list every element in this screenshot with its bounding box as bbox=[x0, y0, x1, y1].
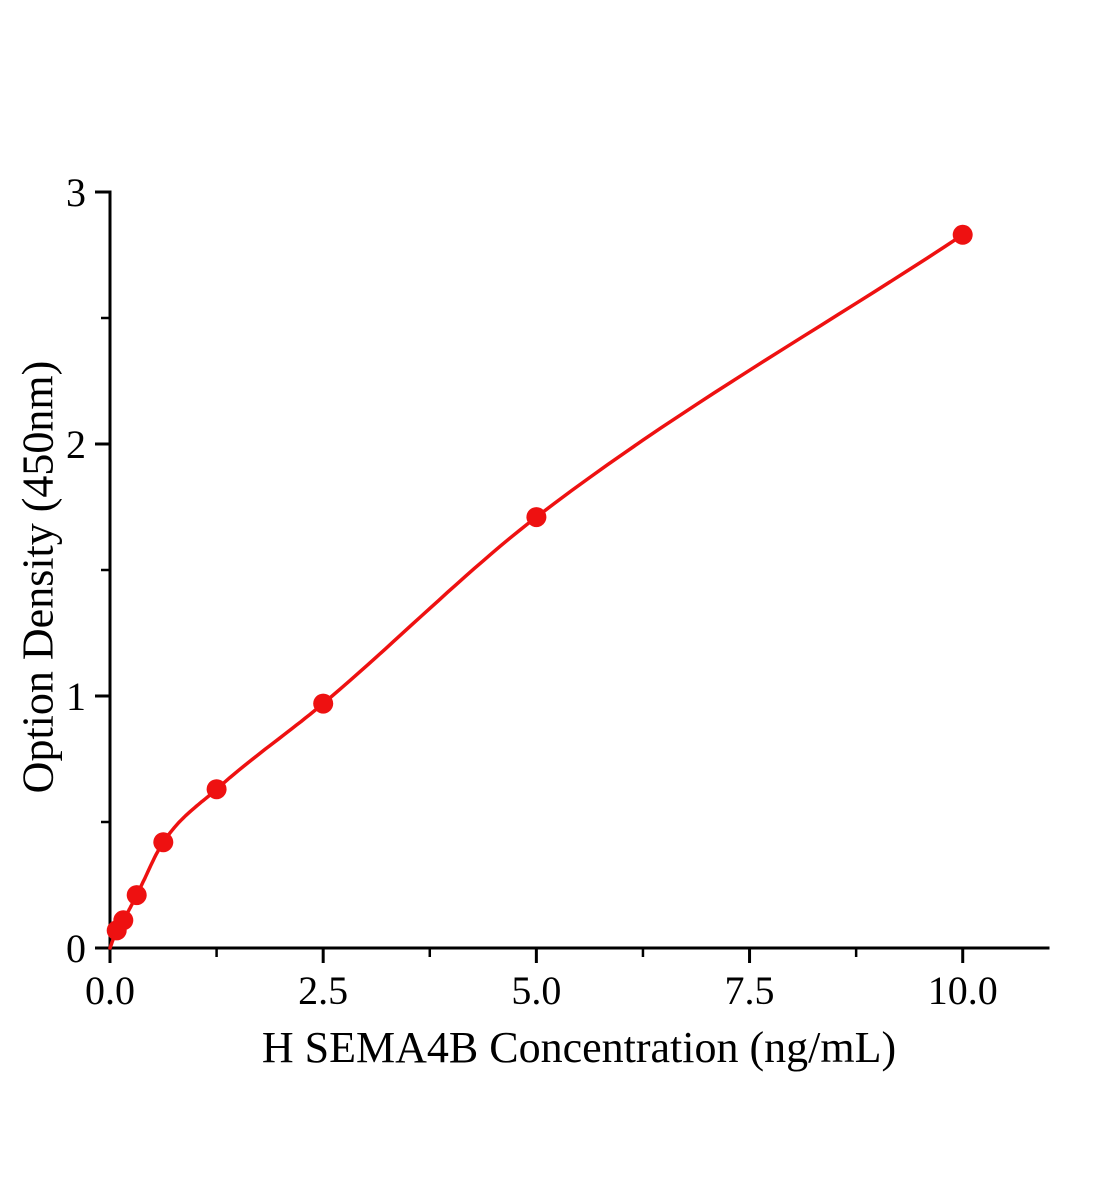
data-point-marker bbox=[952, 224, 973, 245]
y-tick-label: 0 bbox=[66, 926, 86, 971]
data-point-marker bbox=[153, 832, 174, 853]
x-tick-label: 2.5 bbox=[298, 968, 348, 1013]
y-tick-label: 3 bbox=[66, 170, 86, 215]
data-point-marker bbox=[526, 507, 547, 528]
axes-lines bbox=[108, 190, 1050, 950]
standard-curve-line bbox=[108, 233, 965, 950]
y-axis-title: Option Density (450nm) bbox=[13, 360, 63, 794]
x-tick-label: 5.0 bbox=[511, 968, 561, 1013]
x-tick-label: 10.0 bbox=[928, 968, 998, 1013]
x-tick-label: 7.5 bbox=[725, 968, 775, 1013]
x-tick-label: 0.0 bbox=[85, 968, 135, 1013]
data-point-marker bbox=[113, 910, 134, 931]
data-point-marker bbox=[313, 693, 334, 714]
y-tick-label: 1 bbox=[66, 674, 86, 719]
data-point-marker bbox=[126, 885, 147, 906]
x-axis-title: H SEMA4B Concentration (ng/mL) bbox=[261, 1023, 897, 1072]
data-point-marker bbox=[206, 779, 227, 800]
y-tick-label: 2 bbox=[66, 422, 86, 467]
